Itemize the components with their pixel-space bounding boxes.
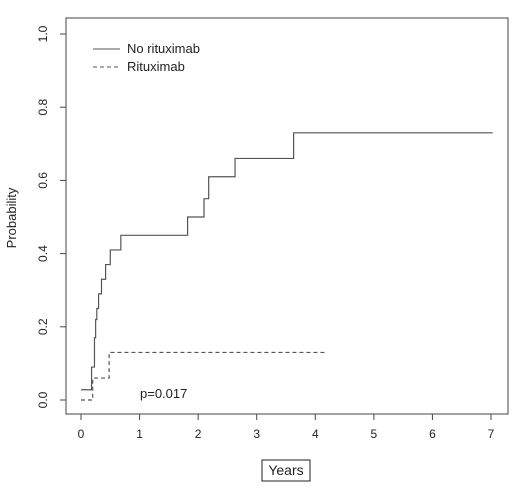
legend-label-no-rituximab: No rituximab: [127, 41, 200, 56]
series-line-no-rituximab: [81, 132, 493, 391]
p-value-annotation: p=0.017: [140, 386, 187, 401]
y-tick-label: 0.8: [36, 99, 50, 116]
x-axis-label: Years: [268, 462, 303, 478]
legend: No rituximab Rituximab: [93, 41, 200, 74]
legend-label-rituximab: Rituximab: [127, 59, 185, 74]
x-tick-label: 3: [253, 427, 260, 441]
plot-frame: [65, 17, 509, 415]
x-tick-label: 1: [136, 427, 143, 441]
x-tick-label: 6: [429, 427, 436, 441]
x-tick-label: 0: [78, 427, 85, 441]
y-tick-label: 1.0: [36, 25, 50, 42]
x-tick-label: 2: [195, 427, 202, 441]
x-tick-label: 5: [371, 427, 378, 441]
y-tick-label: 0.2: [36, 318, 50, 335]
y-tick-label: 0.6: [36, 172, 50, 189]
y-tick-label: 0.0: [36, 391, 50, 408]
x-tick-label: 4: [312, 427, 319, 441]
axes: 0.0 0.2 0.4 0.6 0.8 1.0 0 1 2 3 4 5 6 7: [36, 17, 509, 441]
series-line-rituximab: [81, 351, 326, 401]
y-tick-label: 0.4: [36, 245, 50, 262]
y-axis-label: Probability: [4, 187, 19, 248]
plot-area: [81, 132, 493, 401]
x-tick-label: 7: [488, 427, 495, 441]
x-axis-label-box: Years: [261, 459, 311, 482]
